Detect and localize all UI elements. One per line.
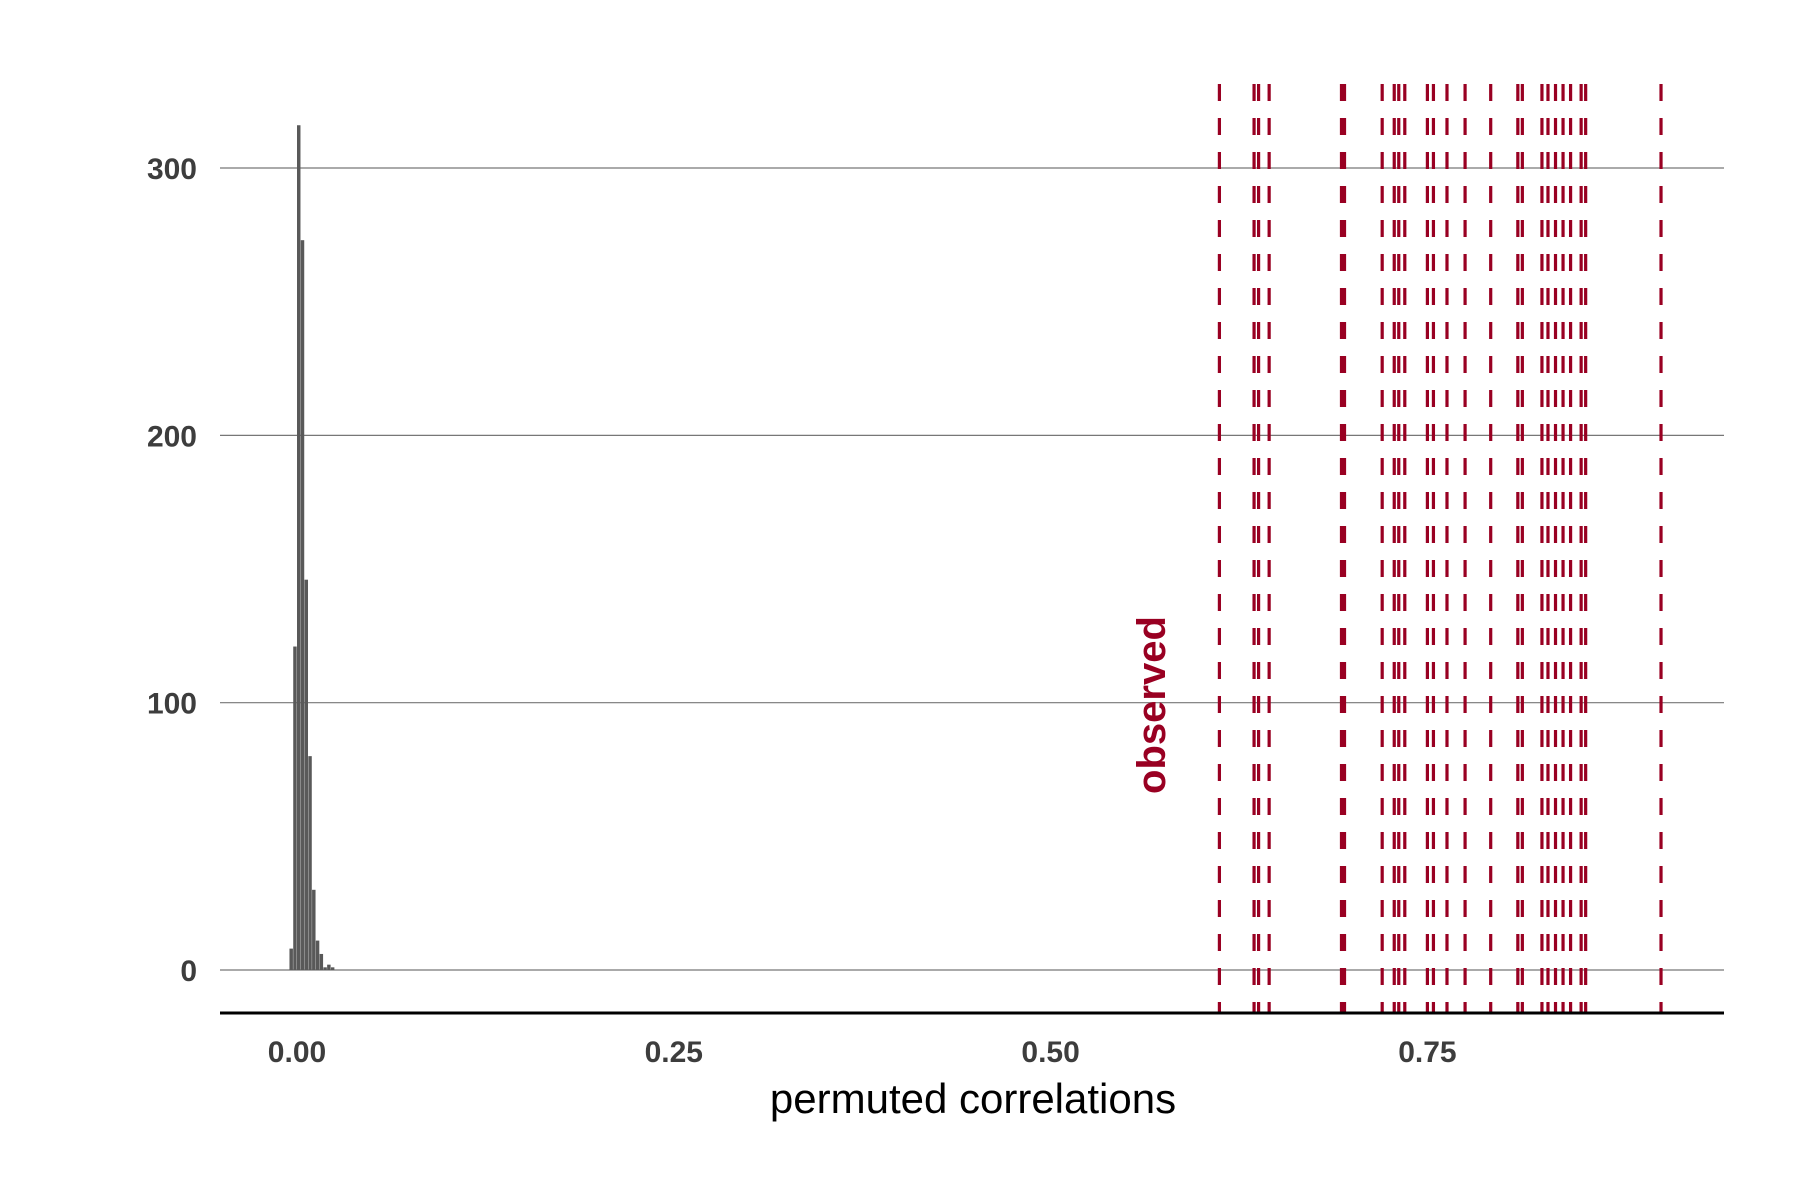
- histogram-bar: [304, 579, 309, 970]
- histogram-bar: [297, 125, 301, 971]
- y-tick-label: 300: [147, 153, 197, 186]
- grid-lines: [220, 167, 1724, 971]
- y-tick-label: 200: [147, 420, 197, 453]
- x-tick-labels: 0.00 0.25 0.50 0.75: [268, 1036, 1457, 1069]
- histogram-bar: [312, 889, 316, 970]
- histogram-bar: [323, 967, 327, 970]
- x-tick-label: 0.75: [1398, 1036, 1456, 1069]
- x-tick-label: 0.25: [645, 1036, 703, 1069]
- histogram-bar: [319, 953, 324, 970]
- observed-label: observed: [1130, 616, 1174, 794]
- y-tick-label: 100: [147, 688, 197, 721]
- x-tick-label: 0.50: [1021, 1036, 1079, 1069]
- histogram-bar: [308, 756, 312, 970]
- observed-lines: [1217, 84, 1663, 1013]
- histogram-bar: [327, 964, 331, 970]
- histogram-bars: [289, 125, 335, 971]
- x-tick-label: 0.00: [268, 1036, 326, 1069]
- histogram-bar: [315, 940, 320, 970]
- histogram-bar: [330, 967, 335, 970]
- histogram-bar: [289, 948, 293, 970]
- y-tick-labels: 0 100 200 300: [147, 153, 197, 988]
- x-axis-title: permuted correlations: [770, 1075, 1176, 1122]
- y-tick-label: 0: [180, 955, 197, 988]
- histogram-bar: [293, 646, 297, 970]
- histogram-bar: [300, 240, 305, 971]
